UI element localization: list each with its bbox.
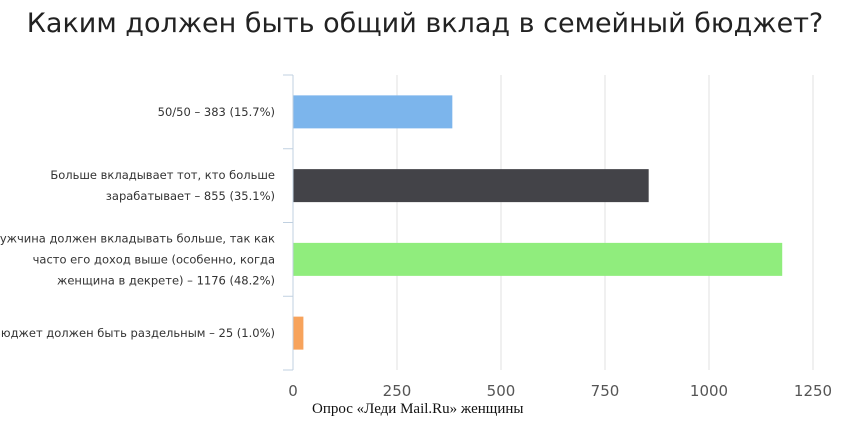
x-tick-label: 750 [591,382,620,400]
x-tick-label: 1250 [794,382,832,400]
bar [293,316,304,350]
x-tick-label: 500 [487,382,516,400]
category-axis [283,74,294,371]
x-tick-label: 250 [383,382,412,400]
x-tick-label: 0 [288,382,298,400]
x-axis-ticks: 0 250 500 750 1000 1250 [288,382,832,400]
chart-title: Каким должен быть общий вклад в семейный… [26,8,824,39]
bars [293,95,783,350]
category-label: Больше вкладывает тот, кто больше зарабат… [50,168,275,203]
bar [293,242,783,276]
bar [293,169,649,203]
category-labels: 50/50 – 383 (15.7%) Больше вкладывает тот… [0,105,275,340]
category-label: Мужчина должен вкладывать больше, так ка… [0,231,275,287]
source-caption: Опрос «Леди Mail.Ru» женщины [312,401,524,417]
x-tick-label: 1000 [690,382,728,400]
category-label: Бюджет должен быть раздельным – 25 (1.0%… [0,326,275,340]
gridlines [396,75,814,370]
bar [293,95,453,129]
category-label: 50/50 – 383 (15.7%) [158,105,275,119]
